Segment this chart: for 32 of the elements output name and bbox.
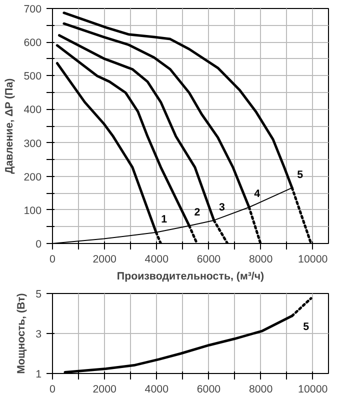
y-tick-label: 500 [24, 70, 42, 83]
annotation: 5 [297, 168, 304, 181]
x-tick-label: 8000 [248, 384, 273, 396]
y-tick-label: 200 [24, 171, 42, 184]
x-tick-label: 0 [50, 384, 56, 396]
x-tick-label: 6000 [196, 384, 221, 396]
y-tick-label: 0 [36, 238, 42, 250]
y-axis-title: Мощность, (Вт) [16, 292, 28, 374]
x-tick-label: 10000 [298, 254, 328, 266]
x-tick-label: 4000 [144, 254, 169, 266]
y-tick-label: 100 [24, 204, 42, 217]
x-tick-label: 0 [50, 254, 56, 266]
y-tick-label: 700 [24, 4, 42, 16]
x-tick-label: 4000 [144, 384, 169, 396]
x-tick-label: 2000 [92, 384, 116, 396]
x-axis-title: Производительность, (м³/ч) [116, 270, 265, 282]
y-tick-label: 3 [36, 328, 42, 340]
y-axis-title: Давление, ΔP (Па) [4, 78, 16, 174]
y-tick-label: 300 [24, 138, 42, 150]
x-tick-label: 8000 [248, 254, 273, 266]
annotation: 1 [161, 213, 168, 226]
y-tick-label: 600 [24, 37, 42, 50]
y-tick-label: 1 [36, 368, 42, 380]
x-tick-label: 10000 [298, 384, 328, 396]
annotation: 3 [218, 201, 225, 214]
y-tick-label: 5 [36, 288, 42, 300]
annotation: 4 [254, 188, 260, 200]
y-tick-label: 400 [24, 104, 42, 116]
annotation: 2 [194, 206, 200, 219]
annotation: 5 [303, 320, 310, 333]
x-tick-label: 2000 [92, 254, 116, 266]
x-tick-label: 6000 [196, 254, 221, 266]
